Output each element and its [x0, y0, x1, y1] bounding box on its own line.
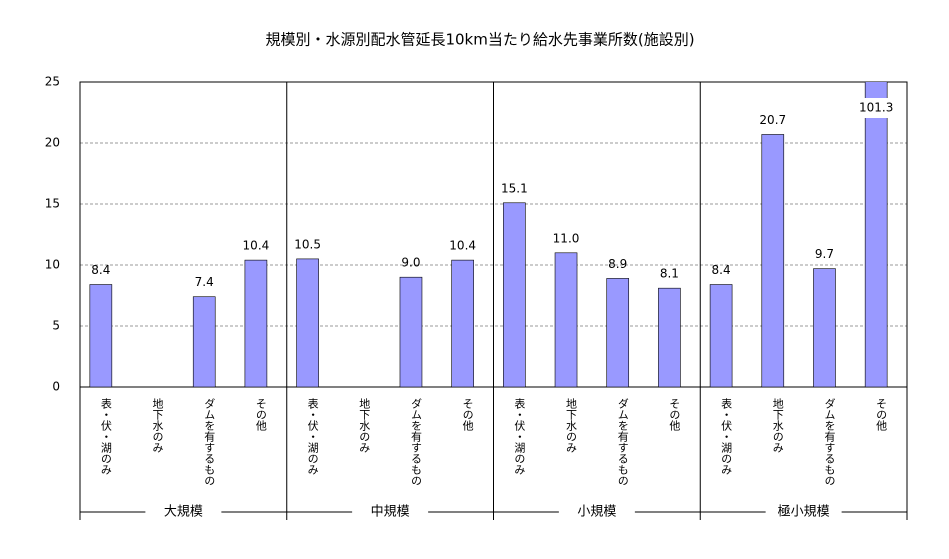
value-label: 8.9: [608, 257, 627, 271]
bar: [813, 268, 836, 387]
y-tick-label: 20: [45, 136, 60, 150]
bar: [399, 276, 423, 387]
value-label: 8.1: [660, 267, 679, 281]
value-label: 101.3: [859, 101, 893, 115]
value-label: 9.7: [815, 247, 834, 261]
bar: [864, 82, 888, 387]
bar: [761, 134, 785, 387]
group-label: 極小規模: [778, 504, 830, 520]
x-tick-label: 地下水のみ: [565, 398, 578, 453]
bar: [658, 287, 681, 387]
bar: [89, 284, 113, 387]
value-label: 10.4: [449, 239, 476, 253]
group-label: 中規模: [371, 505, 410, 520]
value-label: 10.5: [294, 237, 321, 251]
bar: [244, 259, 268, 387]
bar: [451, 259, 474, 387]
x-tick-label: その他: [875, 398, 888, 431]
x-tick-label: ダムを有するもの: [409, 398, 422, 486]
value-label: 10.4: [243, 239, 270, 253]
bar: [192, 296, 216, 387]
x-tick-label: 表・伏・湖のみ: [306, 397, 319, 475]
value-label: 20.7: [759, 113, 786, 127]
group-label: 小規模: [577, 505, 616, 520]
bar: [296, 258, 319, 387]
bar: [554, 252, 578, 387]
x-tick-label: 表・伏・湖のみ: [99, 397, 112, 475]
x-tick-label: 地下水のみ: [151, 398, 164, 453]
bar: [606, 278, 630, 387]
x-tick-label: 地下水のみ: [771, 398, 784, 453]
value-label: 8.4: [91, 263, 110, 277]
x-tick-label: ダムを有するもの: [823, 398, 836, 486]
y-tick-label: 25: [45, 75, 60, 89]
x-tick-label: 表・伏・湖のみ: [513, 397, 526, 475]
y-tick-label: 0: [52, 380, 60, 394]
value-label: 11.0: [553, 231, 580, 245]
y-tick-label: 15: [45, 197, 60, 211]
bar: [709, 284, 733, 387]
group-label: 大規模: [164, 505, 203, 520]
x-tick-label: 地下水のみ: [358, 398, 371, 453]
x-tick-label: 表・伏・湖のみ: [720, 397, 733, 475]
axis-break: [863, 98, 890, 118]
value-label: 9.0: [401, 256, 420, 270]
x-tick-label: その他: [254, 398, 267, 431]
value-label: 8.4: [712, 263, 731, 277]
x-tick-label: その他: [668, 398, 681, 431]
chart-title: 規模別・水源別配水管延長10km当たり給水先事業所数(施設別): [265, 31, 694, 49]
bar: [503, 202, 526, 387]
y-tick-label: 5: [52, 319, 60, 333]
x-tick-label: その他: [461, 398, 474, 431]
value-label: 7.4: [195, 275, 214, 289]
x-tick-label: ダムを有するもの: [203, 398, 216, 486]
x-tick-label: ダムを有するもの: [616, 398, 629, 486]
y-tick-label: 10: [45, 258, 60, 272]
value-label: 15.1: [501, 181, 528, 195]
